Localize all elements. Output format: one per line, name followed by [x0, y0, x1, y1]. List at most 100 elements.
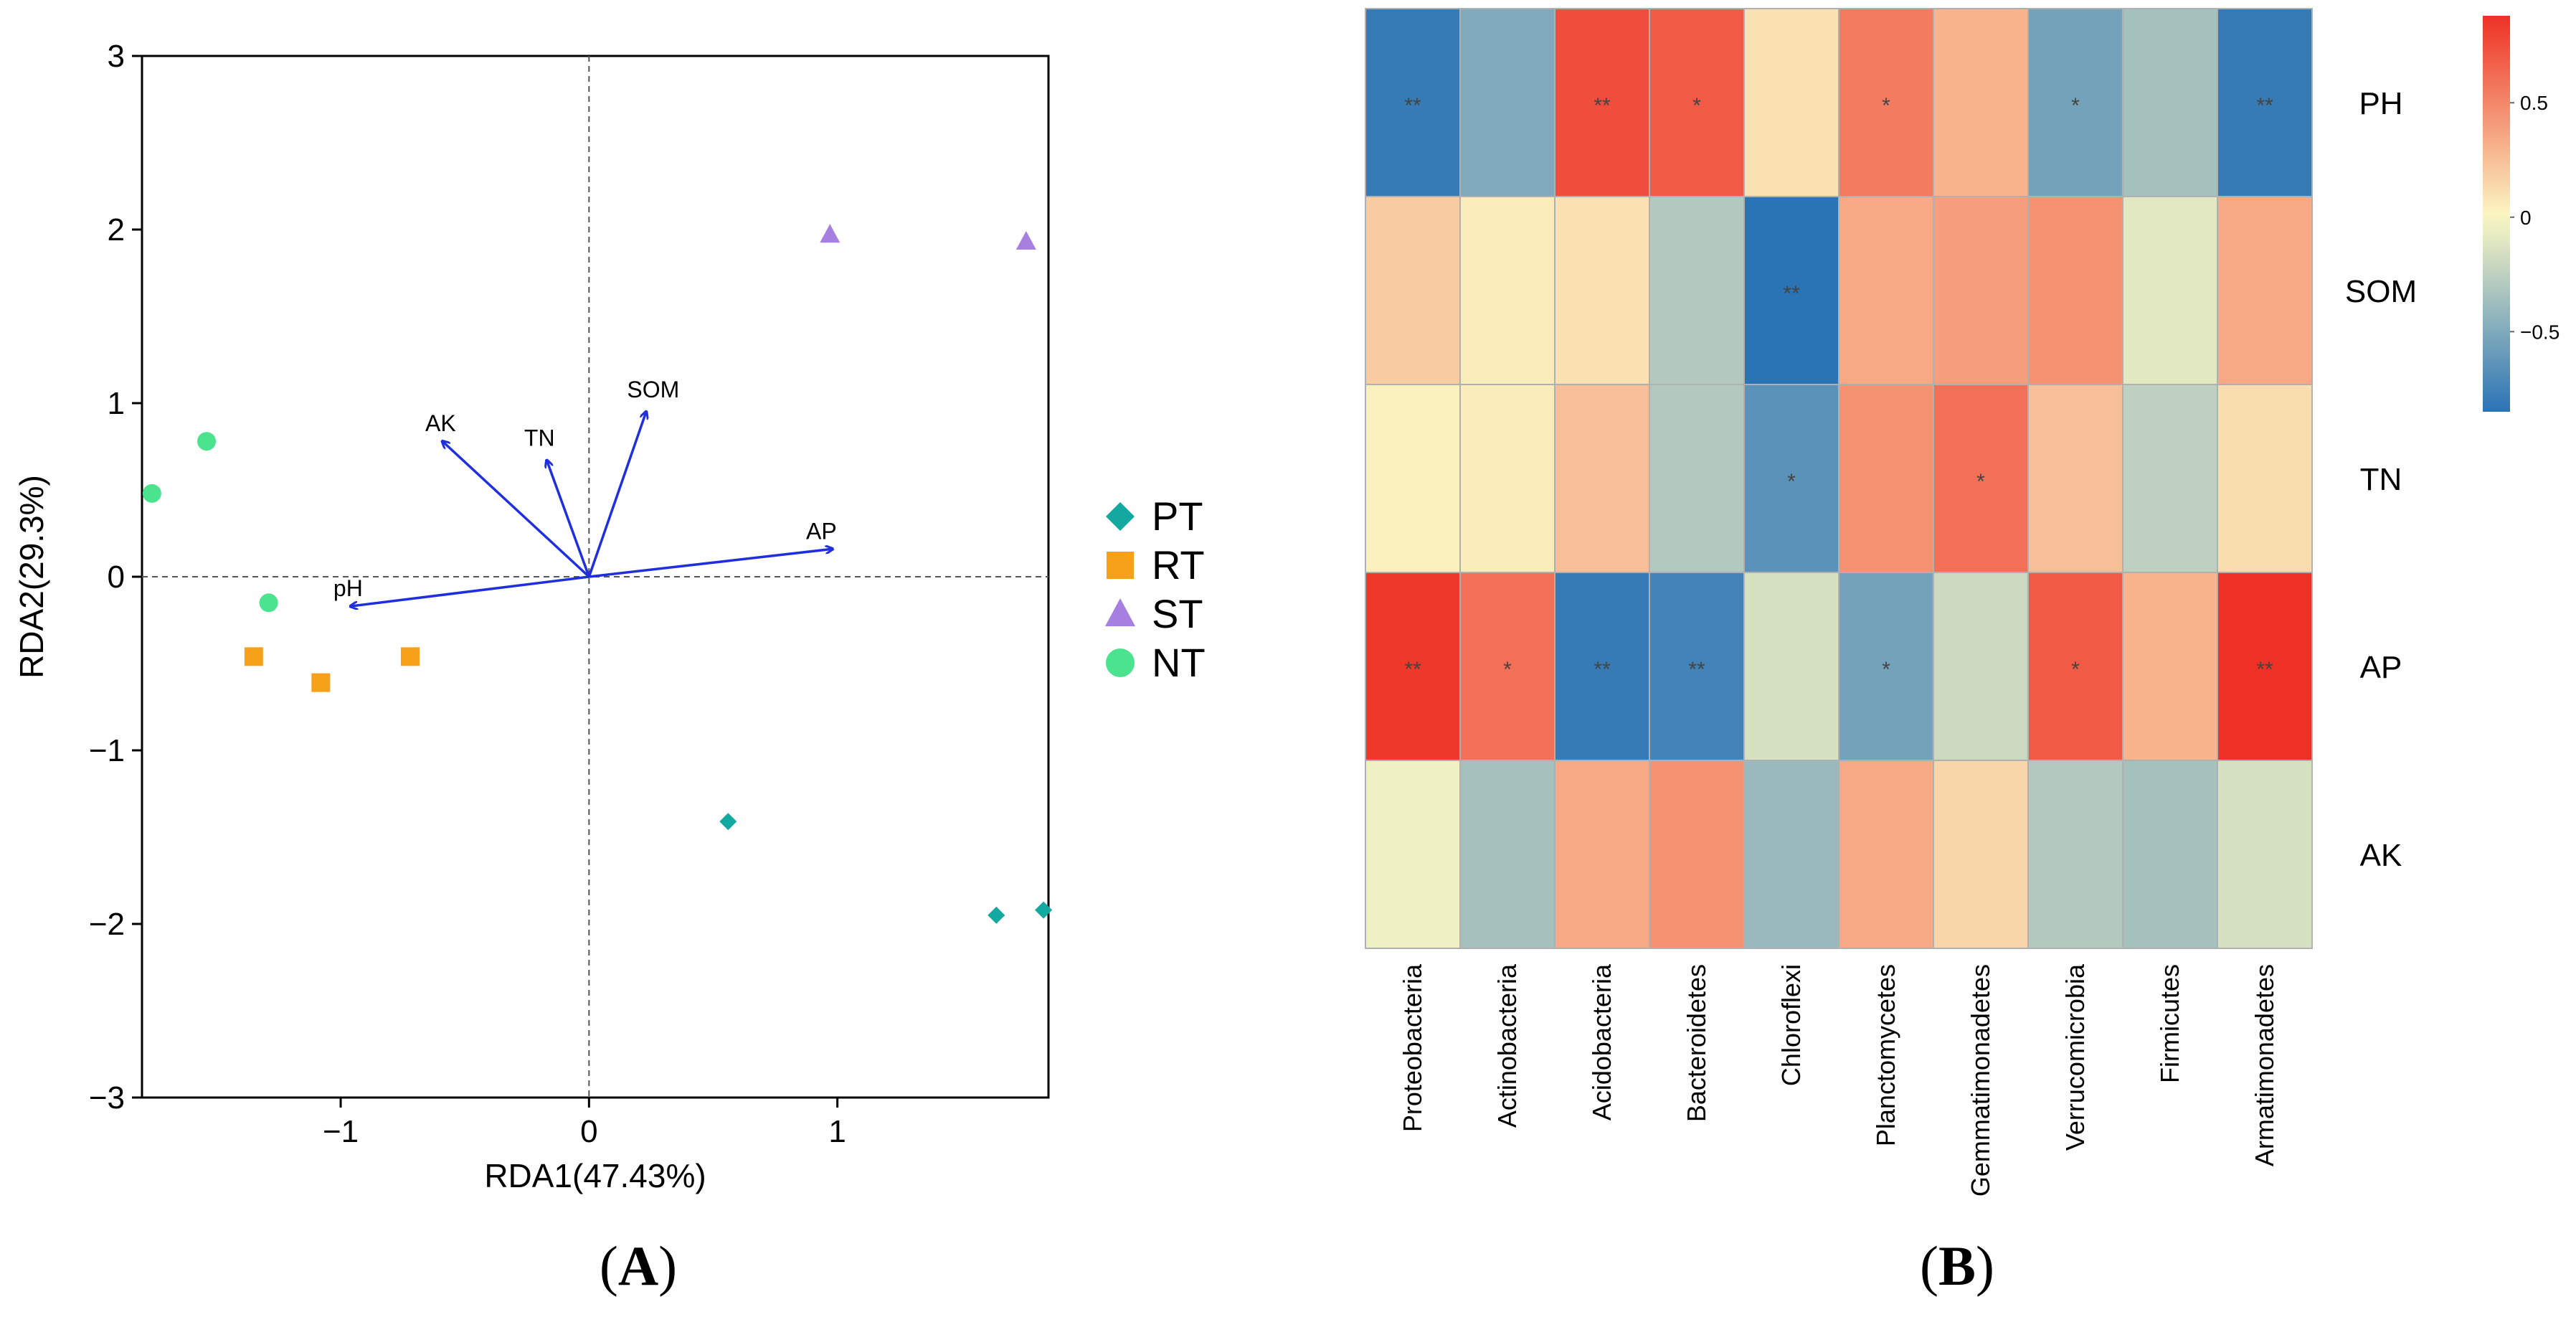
row-label: TN [2360, 462, 2402, 497]
heatmap-cell [1743, 384, 1839, 573]
legend-label: ST [1152, 591, 1203, 636]
significance-mark: * [1787, 470, 1796, 494]
heatmap-cell [2122, 384, 2218, 573]
heatmap-cell [2217, 196, 2313, 385]
heatmap-cell [2217, 8, 2313, 197]
heatmap-cell [2217, 760, 2313, 949]
legend-label: NT [1152, 640, 1206, 685]
env-arrow-ph [351, 575, 589, 606]
legend-marker-st [1105, 598, 1135, 626]
column-label: Acidobacteria [1587, 963, 1616, 1120]
significance-mark: ** [1594, 658, 1611, 681]
colorbar: 0.5 0 −0.5 [2483, 16, 2560, 412]
env-arrow-label: pH [333, 575, 363, 601]
y-tick-label: 2 [108, 212, 125, 247]
env-arrow-ap [589, 549, 832, 578]
heatmap-cell [1365, 196, 1461, 385]
row-label: SOM [2345, 274, 2417, 309]
heatmap-cell [1838, 8, 1934, 197]
colorbar-tick-label: 0.5 [2520, 92, 2548, 114]
heatmap-cell [2027, 572, 2123, 761]
point-rt [401, 647, 420, 666]
heatmap-cell [2027, 760, 2123, 949]
point-nt [197, 432, 217, 451]
heatmap-cell [1933, 760, 2029, 949]
legend-marker-rt [1107, 552, 1134, 579]
point-rt [244, 647, 263, 666]
heatmap-cell [1743, 8, 1839, 197]
env-arrow-label: AK [425, 410, 456, 436]
column-label: Gemmatimonadetes [1966, 964, 1995, 1197]
colorbar-tick-label: 0 [2520, 207, 2532, 229]
heatmap-cell [1459, 572, 1555, 761]
heatmap-cell [1933, 384, 2029, 573]
heatmap-cell [1649, 196, 1745, 385]
column-label: Actinobacteria [1492, 963, 1522, 1128]
x-tick-label: −1 [323, 1114, 359, 1149]
heatmap-cell [1933, 196, 2029, 385]
y-tick-label: 3 [108, 39, 125, 74]
env-arrow-ak [442, 441, 590, 578]
significance-mark: ** [1783, 282, 1800, 306]
significance-mark: * [1882, 94, 1890, 118]
heatmap-cell [2027, 384, 2123, 573]
heatmap-cell [1459, 196, 1555, 385]
heatmap-cell [1743, 572, 1839, 761]
heatmap-cell [1933, 572, 2029, 761]
significance-mark: * [1503, 658, 1512, 681]
heatmap-cell [1743, 760, 1839, 949]
x-tick-label: 0 [580, 1114, 597, 1149]
point-pt [988, 906, 1005, 924]
legend-label: RT [1152, 542, 1205, 588]
env-arrow-tn [546, 461, 590, 577]
column-label: Proteobacteria [1398, 963, 1427, 1132]
point-nt [259, 593, 278, 613]
heatmap-cell [1838, 196, 1934, 385]
row-label: PH [2359, 86, 2402, 121]
heatmap-cell [2027, 196, 2123, 385]
point-rt [311, 673, 331, 692]
heatmap-cell [1838, 572, 1934, 761]
heatmap-cell [1649, 384, 1745, 573]
significance-mark: ** [2256, 94, 2273, 118]
row-label: AP [2360, 650, 2402, 685]
column-label: Armatimonadetes [2250, 964, 2279, 1166]
column-label: Verrucomicrobia [2060, 963, 2090, 1151]
heatmap-cell [2027, 8, 2123, 197]
heatmap-cell [2122, 572, 2218, 761]
heatmap-cell [1554, 760, 1650, 949]
env-arrow-label: AP [806, 518, 837, 544]
heatmap-cell [1365, 572, 1461, 761]
heatmap-cell [2217, 572, 2313, 761]
heatmap-cell [1459, 760, 1555, 949]
heatmap-cell [1459, 8, 1555, 197]
significance-mark: * [2071, 94, 2080, 118]
heatmap-cell [2122, 760, 2218, 949]
heatmap-cell [2217, 384, 2313, 573]
point-nt [142, 483, 161, 503]
heatmap-cell [1365, 8, 1461, 197]
significance-mark: ** [2256, 658, 2273, 681]
heatmap-cell [1554, 572, 1650, 761]
legend-marker-pt [1106, 502, 1135, 531]
heatmap-cell [1649, 760, 1745, 949]
heatmap-cell [1933, 8, 2029, 197]
colorbar-tick-label: −0.5 [2520, 321, 2560, 343]
column-label: Chloroflexi [1776, 964, 1806, 1086]
column-label: Planctomycetes [1871, 964, 1900, 1146]
y-axis-label: RDA2(29.3%) [13, 475, 50, 679]
significance-mark: * [1976, 470, 1985, 494]
env-arrow-label: TN [524, 425, 555, 451]
env-arrow-label: SOM [627, 377, 679, 402]
heatmap-cell [1838, 760, 1934, 949]
legend-label: PT [1152, 494, 1203, 539]
heatmap-cell [2122, 8, 2218, 197]
heatmap-cell [1365, 384, 1461, 573]
heatmap-cell [1459, 384, 1555, 573]
heatmap-cell [1838, 384, 1934, 573]
significance-mark: * [1692, 94, 1701, 118]
significance-mark: * [2071, 658, 2080, 681]
